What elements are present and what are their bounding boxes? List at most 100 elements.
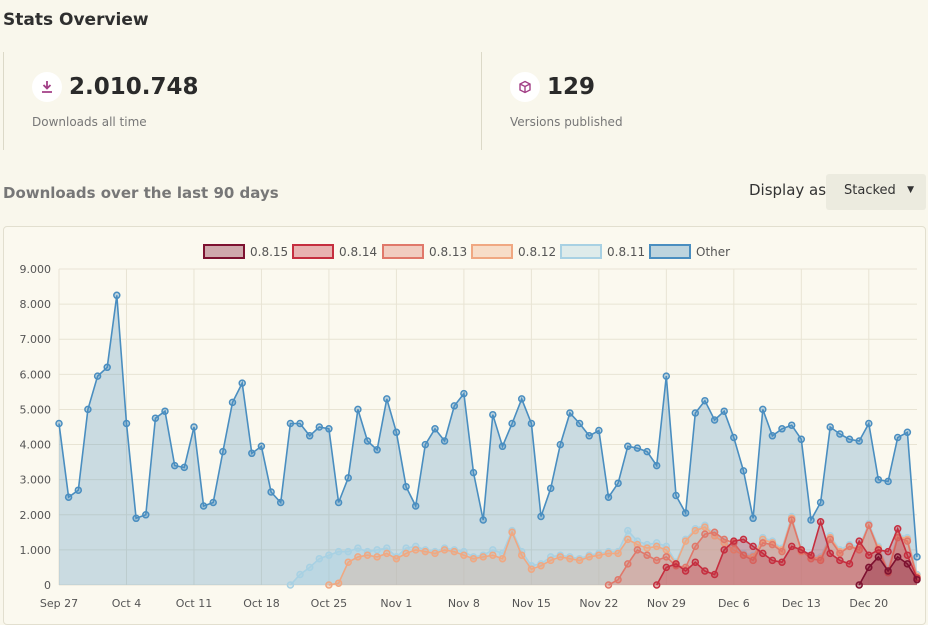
point-other [228, 398, 237, 407]
point-v0812 [662, 546, 671, 554]
point-v0811 [305, 563, 314, 572]
point-v0812 [450, 547, 459, 556]
point-other [624, 442, 632, 451]
x-tick-label: Oct 25 [311, 597, 348, 610]
x-tick-label: Dec 20 [849, 597, 888, 610]
area-v0811 [290, 516, 917, 585]
point-other [836, 430, 844, 438]
legend-label-v0814: 0.8.14 [339, 245, 377, 259]
point-v0814 [652, 581, 661, 589]
point-v0812 [363, 551, 372, 559]
x-tick-label: Oct 11 [176, 597, 213, 610]
point-v0815 [903, 560, 912, 568]
point-v0813 [845, 542, 854, 551]
legend-label-v0811: 0.8.11 [607, 245, 645, 259]
point-v0814 [893, 525, 902, 533]
point-other [701, 396, 709, 405]
point-v0813 [720, 535, 728, 544]
point-other [893, 433, 902, 442]
point-other [508, 419, 516, 428]
point-other [787, 421, 796, 429]
point-v0814 [787, 542, 796, 551]
point-v0813 [604, 581, 613, 589]
point-v0812 [431, 549, 439, 558]
point-other [662, 372, 671, 380]
y-tick-label: 9.000 [20, 263, 52, 276]
point-v0815 [874, 553, 883, 561]
chart-svg: 0 1.000 2.000 3.000 4.000 5.000 6.000 7.000 8.00… [20, 244, 921, 610]
point-v0813 [826, 535, 834, 544]
point-other [363, 437, 372, 445]
point-other [122, 419, 131, 428]
point-other [161, 407, 169, 415]
point-other [527, 419, 536, 428]
point-other [93, 372, 102, 380]
download-icon [32, 72, 62, 102]
x-tick-label: Nov 8 [448, 597, 480, 610]
point-v0814 [662, 563, 671, 572]
point-v0812 [508, 528, 516, 537]
x-tick-label: Sep 27 [40, 597, 78, 610]
point-other [633, 444, 642, 452]
point-other [354, 405, 362, 414]
display-mode-select[interactable]: Stacked ▼ [826, 174, 926, 210]
chevron-down-icon: ▼ [907, 185, 914, 195]
point-other [865, 419, 873, 428]
point-v0811 [325, 551, 333, 559]
point-other [209, 498, 217, 507]
versions-count: 129 [547, 74, 596, 100]
point-v0812 [383, 549, 391, 558]
point-v0812 [411, 546, 420, 554]
point-v0814 [797, 546, 806, 554]
point-v0814 [884, 547, 892, 556]
point-other [421, 440, 430, 449]
point-other [180, 463, 189, 472]
line-other [58, 295, 918, 557]
point-other [691, 409, 700, 417]
point-other [604, 493, 613, 501]
area-v0815 [859, 556, 917, 585]
point-v0813 [710, 528, 719, 537]
point-v0813 [903, 537, 912, 545]
point-v0812 [556, 553, 565, 561]
point-other [672, 491, 680, 500]
legend-swatch-v0811 [560, 244, 602, 259]
point-other [238, 379, 246, 387]
point-other [739, 467, 748, 475]
point-other [479, 516, 487, 524]
point-other [498, 442, 507, 451]
point-v0815 [865, 563, 873, 572]
point-other [845, 435, 854, 444]
point-other [652, 461, 661, 470]
point-other [460, 389, 468, 398]
point-other [720, 407, 728, 415]
point-v0812 [624, 535, 632, 544]
downloads-label: Downloads all time [32, 115, 147, 129]
point-other [199, 502, 208, 510]
point-other [276, 498, 285, 507]
point-v0813 [787, 516, 796, 524]
y-tick-label: 0 [44, 579, 51, 592]
y-tick-label: 5.000 [20, 403, 52, 416]
point-v0815 [884, 567, 892, 575]
point-v0814 [778, 558, 786, 566]
point-other [730, 433, 738, 442]
point-other [537, 512, 545, 521]
point-other [248, 449, 256, 458]
point-other [286, 419, 295, 428]
point-other [768, 432, 777, 440]
point-v0812 [643, 544, 651, 552]
point-v0812 [566, 554, 574, 563]
point-other [113, 291, 121, 300]
point-other [84, 405, 92, 414]
point-other [392, 428, 401, 437]
legend-swatch-v0815 [203, 244, 245, 259]
point-other [296, 419, 304, 428]
point-v0812 [440, 546, 449, 554]
point-v0813 [633, 546, 642, 554]
x-tick-label: Nov 29 [647, 597, 686, 610]
legend-label-v0815: 0.8.15 [250, 245, 288, 259]
point-v0814 [672, 560, 680, 568]
point-v0811 [296, 570, 304, 579]
point-v0813 [749, 556, 757, 565]
